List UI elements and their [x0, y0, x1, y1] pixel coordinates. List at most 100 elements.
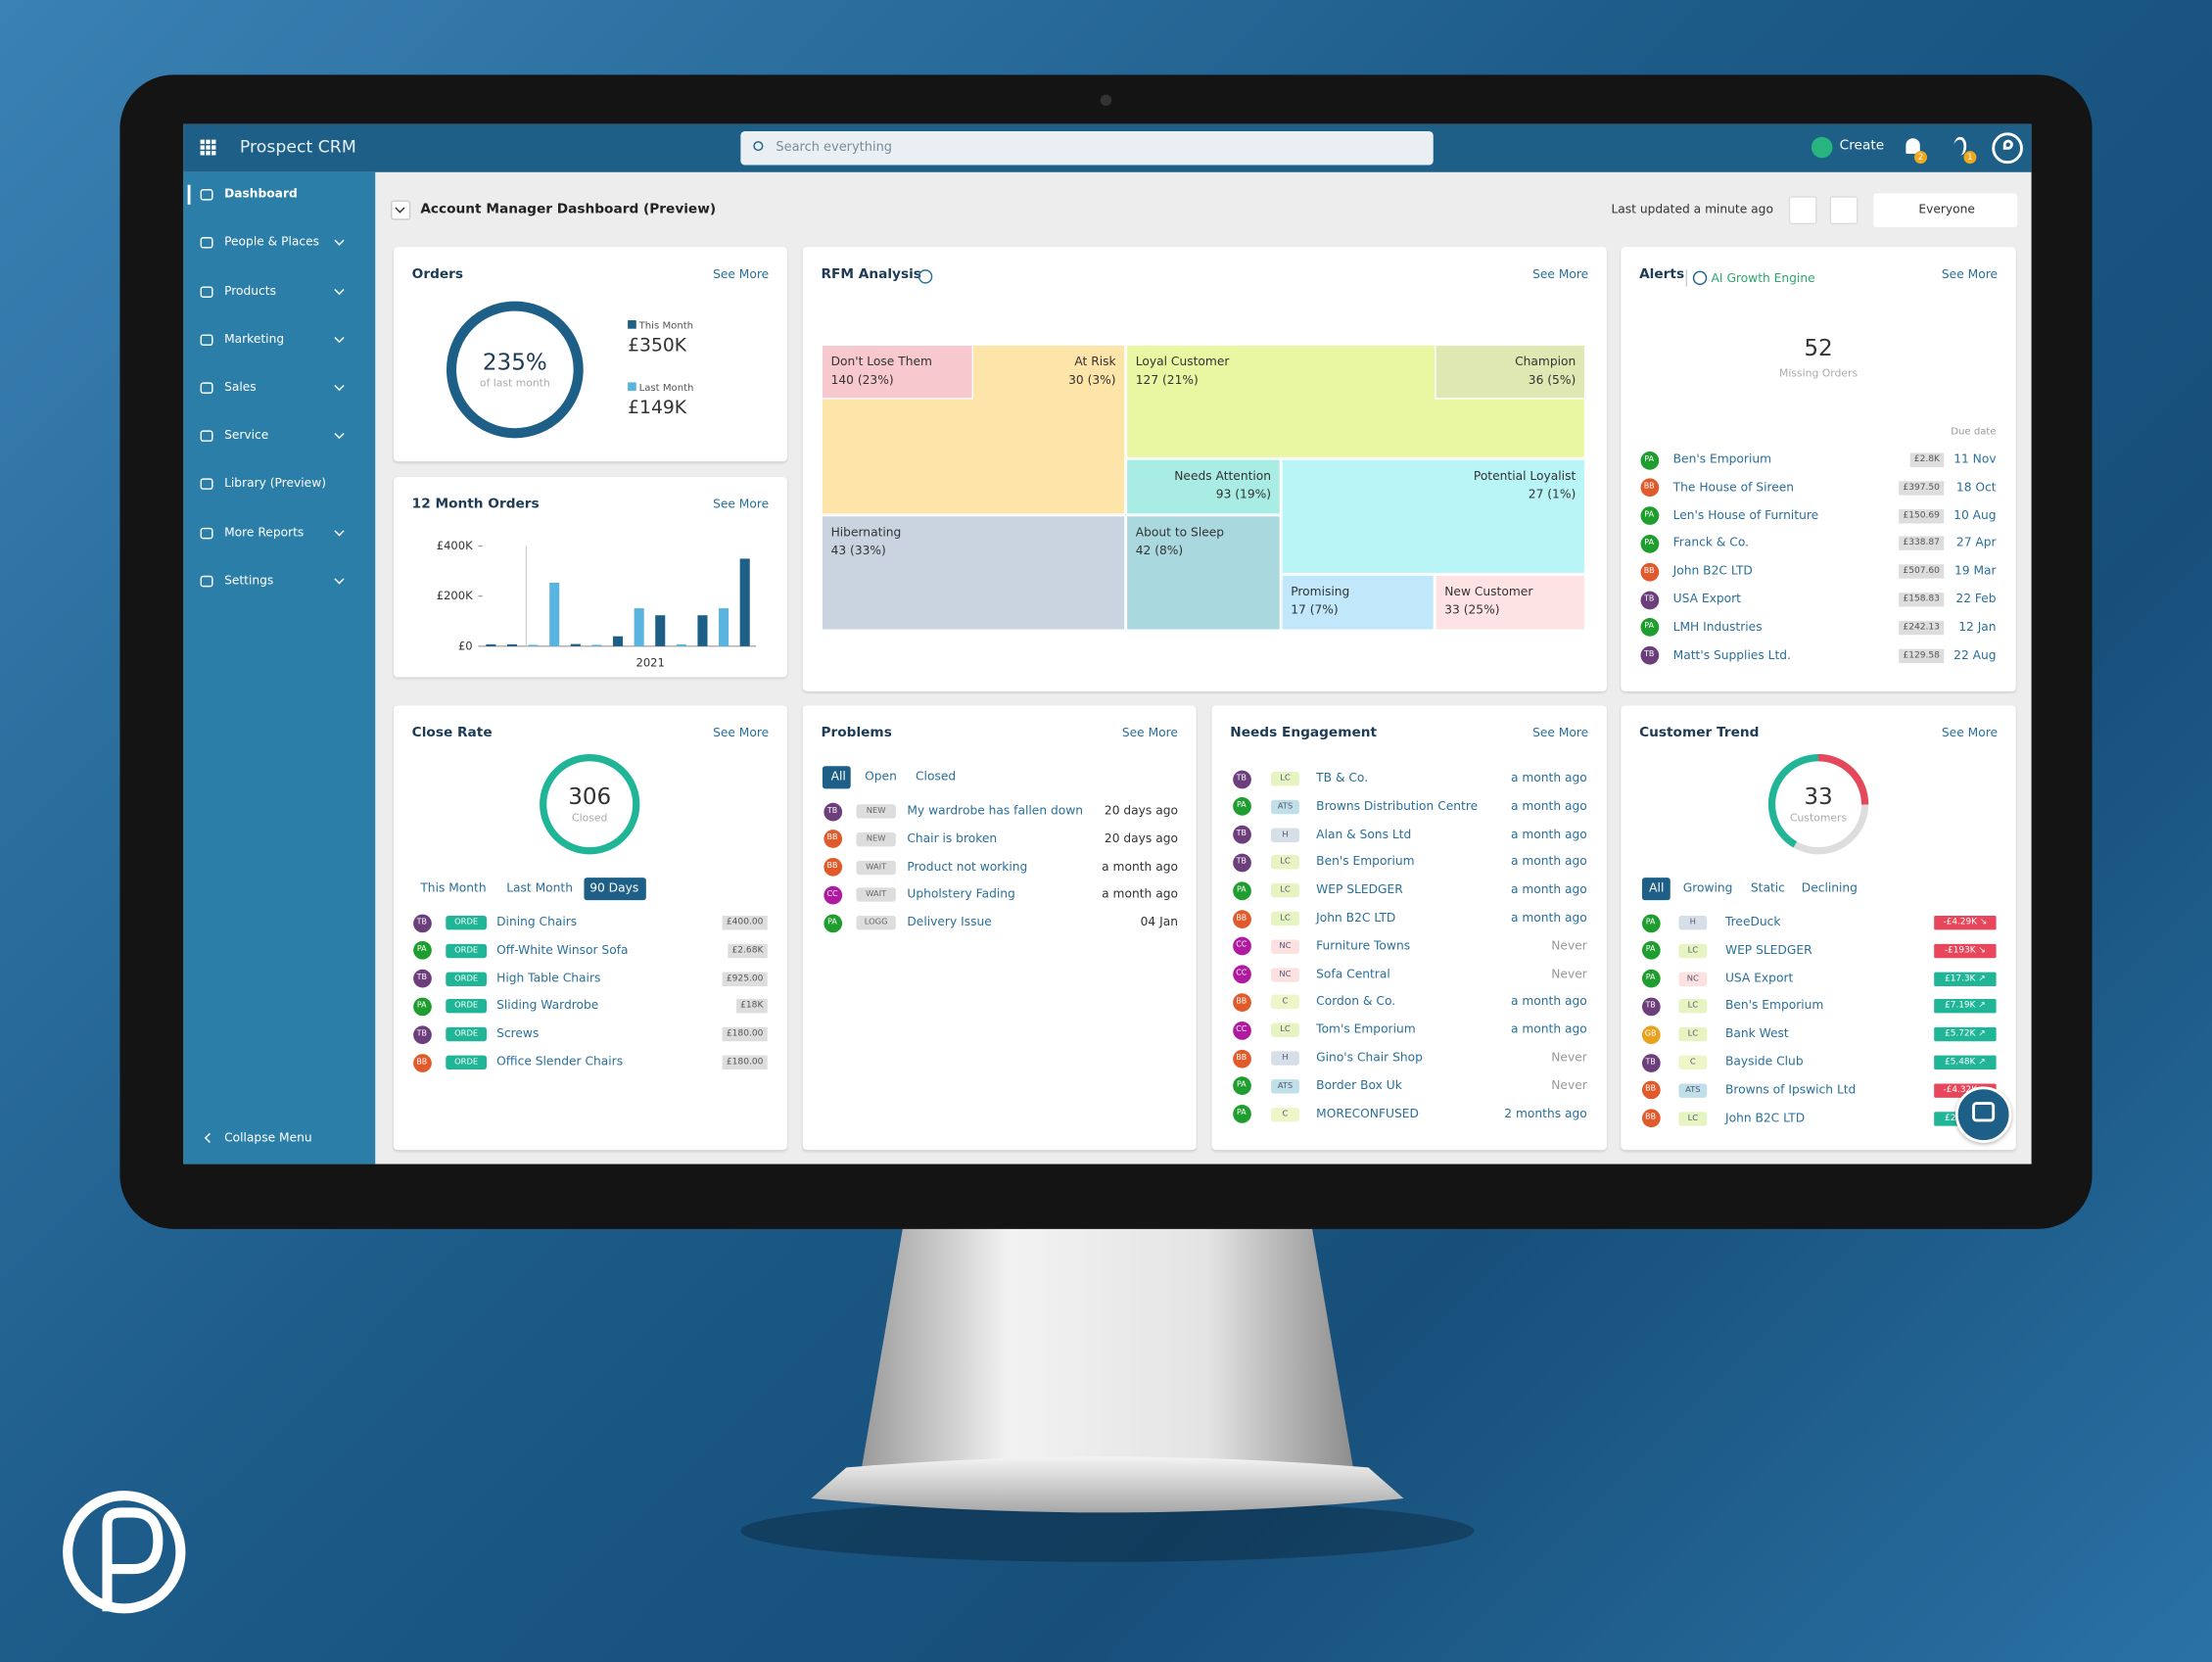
- see-more[interactable]: See More: [713, 498, 770, 512]
- see-more[interactable]: See More: [1941, 726, 1999, 741]
- tab[interactable]: 90 Days: [589, 881, 639, 896]
- tab[interactable]: This Month: [420, 881, 487, 896]
- nav-item[interactable]: Dashboard: [224, 187, 298, 203]
- customer-name[interactable]: Bank West: [1724, 1027, 1789, 1042]
- trend-count-label: Customers: [1789, 811, 1848, 825]
- tab[interactable]: All: [1649, 881, 1665, 896]
- avatar: TB: [1232, 853, 1251, 873]
- customer-name[interactable]: USA Export: [1724, 972, 1794, 986]
- rfm-segment[interactable]: [821, 344, 974, 400]
- order-name[interactable]: Screws: [496, 1027, 540, 1042]
- customer-name[interactable]: Ben's Emporium: [1316, 855, 1415, 871]
- rfm-segment[interactable]: [1435, 344, 1586, 400]
- collapse-menu[interactable]: Collapse Menu: [224, 1131, 312, 1146]
- customer-name[interactable]: Bayside Club: [1724, 1055, 1804, 1070]
- tab[interactable]: All: [830, 770, 846, 785]
- see-more[interactable]: See More: [1941, 267, 1999, 283]
- alert-name[interactable]: Ben's Emporium: [1672, 452, 1772, 467]
- problem-name[interactable]: Delivery Issue: [907, 916, 992, 930]
- tab[interactable]: Static: [1750, 881, 1785, 896]
- customer-name[interactable]: Browns Distribution Centre: [1316, 799, 1479, 814]
- nav-item[interactable]: Sales: [224, 380, 257, 396]
- see-more[interactable]: See More: [713, 726, 770, 741]
- customer-name[interactable]: Border Box Uk: [1316, 1078, 1402, 1094]
- bell-icon[interactable]: [1906, 138, 1920, 155]
- create-icon[interactable]: [1811, 136, 1833, 159]
- customer-name[interactable]: Gino's Chair Shop: [1316, 1051, 1423, 1066]
- customer-name[interactable]: Sofa Central: [1316, 967, 1390, 982]
- tab[interactable]: Declining: [1801, 881, 1858, 896]
- rfm-segment[interactable]: [1281, 574, 1435, 631]
- customer-name[interactable]: Tom's Emporium: [1316, 1022, 1416, 1038]
- info-button[interactable]: [1829, 196, 1859, 225]
- tag: LC: [1271, 1022, 1299, 1038]
- order-name[interactable]: High Table Chairs: [496, 972, 601, 986]
- rfm-segment[interactable]: [1435, 574, 1586, 631]
- alert-name[interactable]: Matt's Supplies Ltd.: [1672, 648, 1791, 663]
- alert-name[interactable]: The House of Sireen: [1672, 480, 1795, 496]
- tab[interactable]: Last Month: [506, 881, 574, 896]
- alert-name[interactable]: John B2C LTD: [1672, 564, 1753, 579]
- tag: LC: [1271, 911, 1299, 926]
- rfm-segment[interactable]: [1281, 458, 1586, 575]
- nav-item[interactable]: Service: [224, 428, 269, 444]
- tab[interactable]: Open: [865, 770, 897, 785]
- order-name[interactable]: Dining Chairs: [496, 916, 578, 930]
- tag: NC: [1271, 967, 1299, 982]
- rfm-segment[interactable]: [1125, 514, 1282, 631]
- user-avatar[interactable]: [1992, 132, 2023, 165]
- refresh-button[interactable]: [1788, 196, 1817, 225]
- segment-name: Potential Loyalist: [1473, 469, 1577, 485]
- alert-name[interactable]: LMH Industries: [1672, 620, 1763, 636]
- customer-name[interactable]: Browns of Ipswich Ltd: [1724, 1083, 1857, 1098]
- customer-name[interactable]: MORECONFUSED: [1316, 1107, 1419, 1121]
- alert-name[interactable]: Franck & Co.: [1672, 537, 1750, 551]
- order-amount: £18K: [735, 999, 768, 1014]
- customer-name[interactable]: TB & Co.: [1316, 772, 1369, 786]
- customer-name[interactable]: John B2C LTD: [1724, 1111, 1806, 1126]
- order-name[interactable]: Off-White Winsor Sofa: [496, 943, 629, 958]
- tab[interactable]: Growing: [1682, 881, 1733, 896]
- customer-name[interactable]: Cordon & Co.: [1316, 995, 1396, 1010]
- see-more[interactable]: See More: [1532, 726, 1589, 741]
- help-icon[interactable]: [1953, 136, 1967, 156]
- close-count: 306: [568, 783, 612, 810]
- tab[interactable]: Closed: [916, 770, 957, 785]
- alert-name[interactable]: USA Export: [1672, 593, 1741, 607]
- customer-name[interactable]: TreeDuck: [1724, 916, 1781, 930]
- nav-item[interactable]: Library (Preview): [224, 476, 327, 492]
- see-more[interactable]: See More: [1121, 726, 1178, 741]
- alert-amount: £338.87: [1899, 537, 1945, 551]
- search-box[interactable]: [740, 130, 1434, 166]
- chat-button[interactable]: [1954, 1086, 2012, 1143]
- nav-item[interactable]: People & Places: [224, 235, 320, 251]
- alert-name[interactable]: Len's House of Furniture: [1672, 508, 1819, 523]
- nav-item[interactable]: Marketing: [224, 333, 285, 348]
- problem-time: 04 Jan: [1140, 916, 1178, 930]
- apps-icon: [200, 151, 205, 155]
- nav-icon: [200, 382, 213, 394]
- create-button[interactable]: Create: [1839, 138, 1885, 155]
- see-more[interactable]: See More: [713, 267, 770, 283]
- problem-name[interactable]: Upholstery Fading: [907, 887, 1015, 903]
- customer-name[interactable]: WEP SLEDGER: [1724, 943, 1812, 958]
- customer-name[interactable]: WEP SLEDGER: [1316, 883, 1403, 898]
- customer-name[interactable]: Ben's Emporium: [1724, 999, 1824, 1014]
- customer-name[interactable]: Furniture Towns: [1316, 939, 1411, 954]
- customer-name[interactable]: John B2C LTD: [1316, 911, 1396, 926]
- order-name[interactable]: Sliding Wardrobe: [496, 999, 599, 1014]
- tag: NEW: [856, 831, 896, 847]
- rfm-segment[interactable]: [821, 514, 1126, 631]
- nav-item[interactable]: Settings: [224, 574, 274, 589]
- rfm-segment[interactable]: [1125, 458, 1282, 515]
- filter-dropdown[interactable]: [1873, 193, 2018, 227]
- toggle[interactable]: [391, 200, 411, 220]
- nav-item[interactable]: Products: [224, 285, 276, 300]
- customer-name[interactable]: Alan & Sons Ltd: [1316, 828, 1412, 842]
- problem-name[interactable]: My wardrobe has fallen down: [907, 804, 1084, 819]
- problem-name[interactable]: Product not working: [907, 860, 1028, 875]
- order-name[interactable]: Office Slender Chairs: [496, 1055, 624, 1070]
- problem-name[interactable]: Chair is broken: [907, 831, 998, 847]
- see-more[interactable]: See More: [1532, 267, 1589, 283]
- nav-item[interactable]: More Reports: [224, 526, 305, 541]
